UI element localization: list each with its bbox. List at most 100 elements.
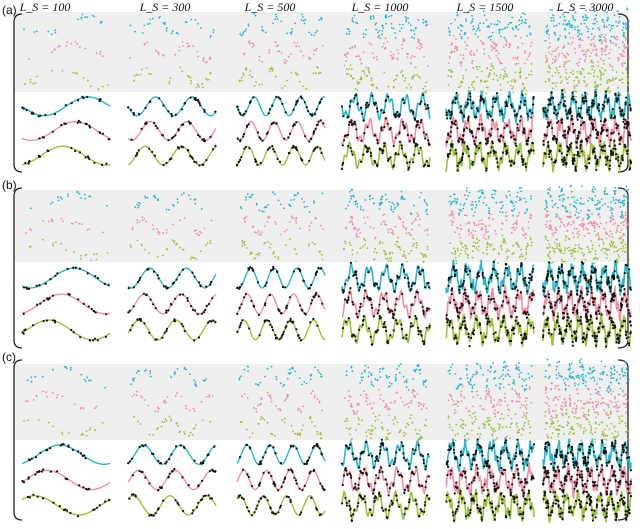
sample-dot [499,88,502,91]
sample-dot [482,41,485,44]
observation-point [54,274,57,277]
sample-dot [564,68,567,71]
sample-dot [257,253,259,256]
sample-dot [408,252,411,255]
observation-point [580,150,584,153]
observation-point [206,321,210,324]
sample-dot [606,253,609,256]
observation-point [140,127,143,130]
sample-dot [485,231,488,234]
observation-point [568,272,571,275]
sample-dot [516,56,519,59]
observation-point [496,307,499,310]
sample-dot [69,366,72,369]
observation-point [266,131,269,134]
sample-dot [563,63,566,66]
sample-dot [567,196,569,199]
observation-point [625,305,629,308]
sample-dot [573,247,576,250]
sample-dot [390,22,393,25]
sample-dot [558,199,561,201]
sample-dot [95,405,98,408]
observation-point [370,303,373,306]
sample-dot [131,226,134,229]
observation-point [524,165,528,168]
observation-point [251,267,254,270]
observation-point [461,323,464,326]
observation-point [600,131,603,134]
observation-point [450,293,453,296]
sample-dot [89,379,92,382]
observation-point [599,156,602,159]
observation-point [595,162,598,165]
observation-point [563,129,567,132]
sample-dot [592,186,595,189]
observation-point [527,115,530,118]
sample-dot [602,247,605,250]
observation-point [542,139,545,143]
sample-dot [163,399,166,402]
observation-point [361,323,364,326]
sample-dot [451,211,454,214]
observation-point [410,284,413,287]
observation-point [570,290,573,293]
observation-point [629,288,633,291]
observation-point [453,122,456,125]
observation-point [553,112,556,115]
sample-dot [387,260,390,263]
observation-point [569,107,572,110]
sample-dot [522,83,524,86]
observation-point [558,289,561,292]
sample-dot [82,407,85,410]
sample-dot [320,18,323,21]
sample-dot [547,188,549,191]
sample-dot [626,7,628,9]
observation-point [180,145,184,148]
sample-dot [176,242,179,245]
observation-point [607,99,610,103]
sample-dot [487,74,490,77]
sample-dot [620,241,622,244]
sample-dot [28,58,30,60]
sample-dot [573,95,576,98]
sample-dot [373,258,375,261]
observation-point [93,161,96,164]
sample-dot [380,195,383,198]
sample-dot [619,94,622,96]
sample-dot [504,242,507,245]
sample-dot [416,74,418,76]
sample-dot [610,206,612,209]
sample-dot [33,31,36,33]
sample-dot [602,73,605,76]
observation-point [72,331,75,334]
observation-point [566,304,569,307]
sample-dot [553,231,556,234]
observation-point [267,319,271,323]
sample-dot [573,265,576,268]
sample-dot [609,230,612,233]
sample-dot [65,249,68,252]
observation-point [563,156,566,159]
sample-dot [547,253,550,256]
reconstruction-curve [21,444,111,465]
sample-dot [102,231,104,234]
sample-dot [611,212,613,215]
sample-dot [351,249,354,252]
sample-dot [467,194,470,197]
observation-point [180,322,183,325]
sample-dot [602,59,605,62]
sample-dot [460,82,462,84]
sample-dot [608,248,610,251]
observation-point [605,305,608,308]
sample-dot [355,260,358,263]
sample-dot [51,220,53,223]
observation-point [99,131,102,134]
observation-point [386,265,389,268]
observation-point [615,126,619,130]
sample-dot [210,219,213,222]
sample-dot [548,51,551,54]
observation-point [528,281,531,284]
sample-dot [480,70,483,73]
sample-dot [50,69,53,72]
sample-dot [618,199,621,201]
